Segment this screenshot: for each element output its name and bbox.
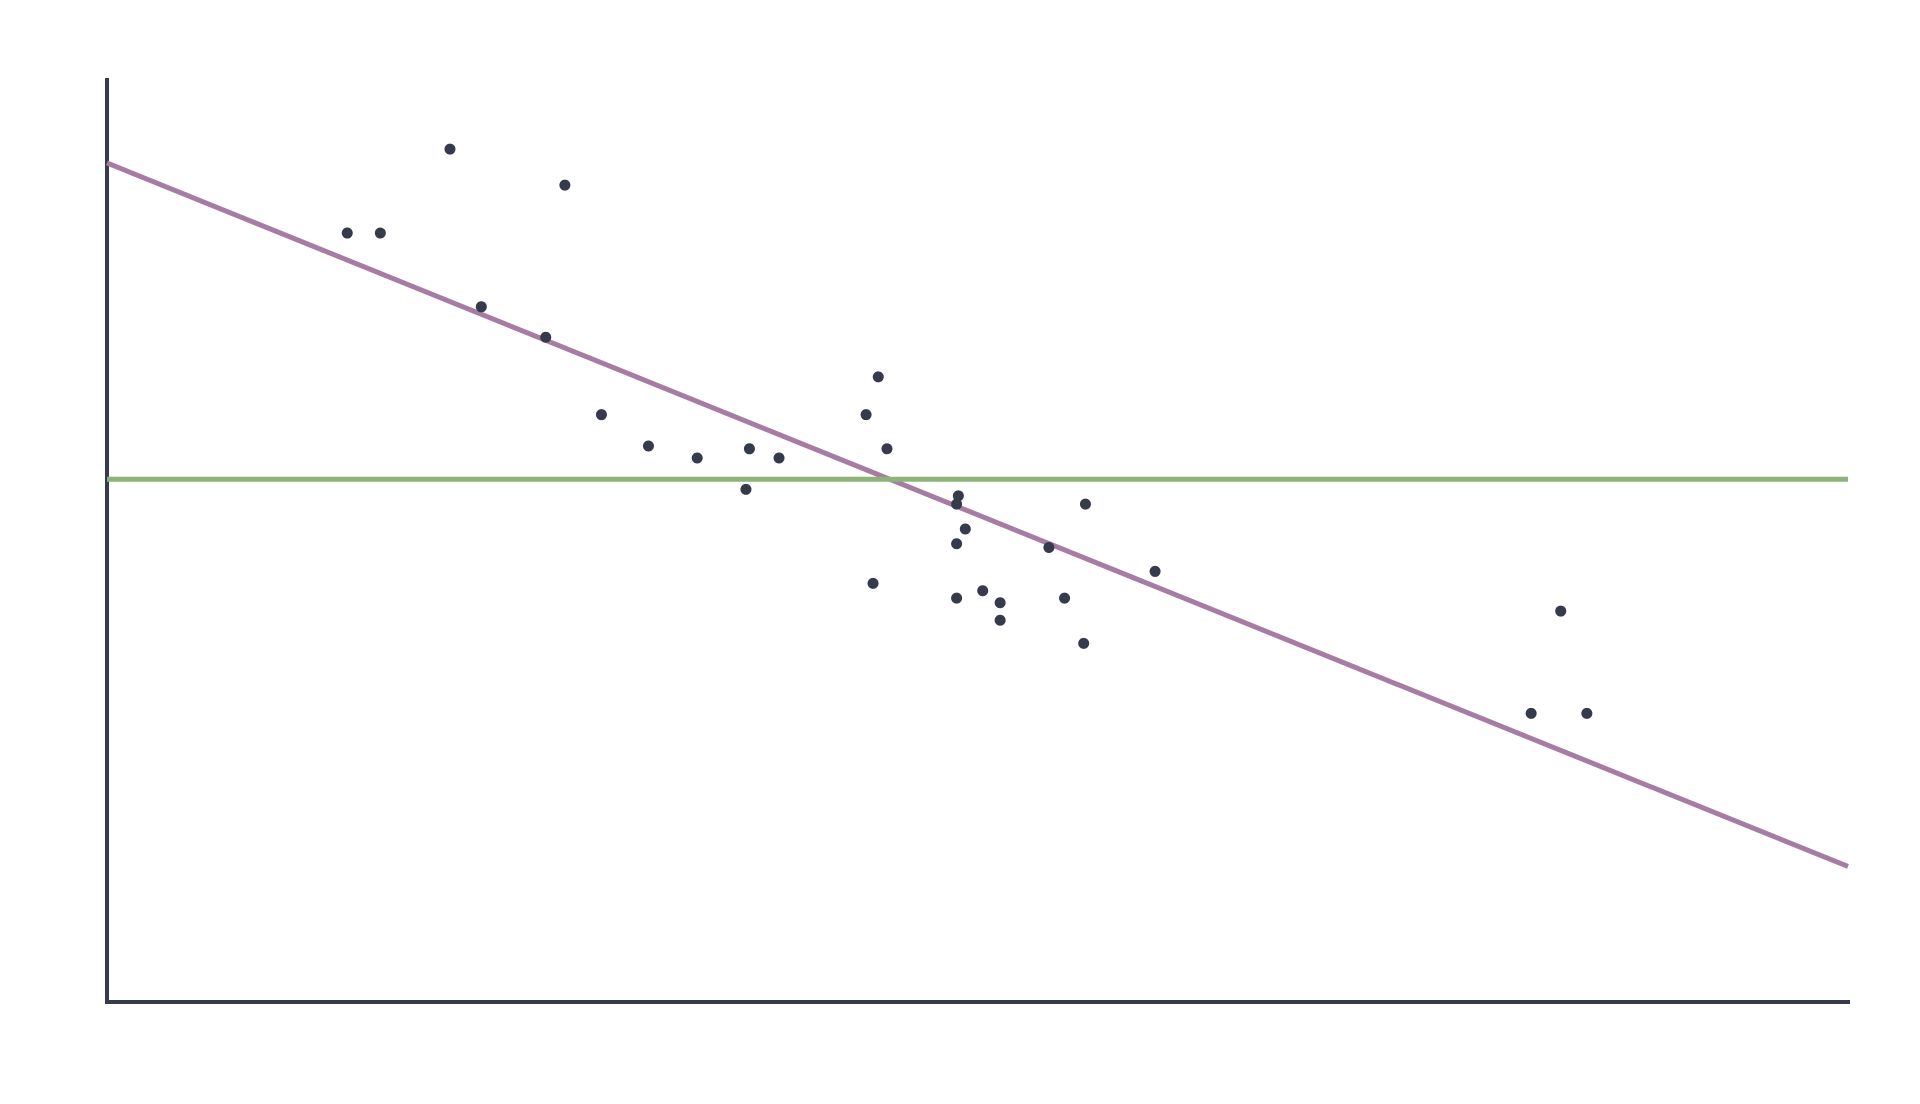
data-point bbox=[743, 443, 755, 455]
data-point bbox=[691, 452, 703, 464]
data-point bbox=[872, 371, 884, 383]
trend-line bbox=[106, 160, 1849, 869]
data-point bbox=[860, 409, 872, 421]
data-points bbox=[341, 143, 1593, 719]
data-point bbox=[1078, 637, 1090, 649]
data-point bbox=[341, 227, 353, 239]
data-point bbox=[642, 440, 654, 452]
data-point bbox=[559, 179, 571, 191]
data-point bbox=[444, 143, 456, 155]
data-point bbox=[994, 614, 1006, 626]
data-point bbox=[977, 585, 989, 597]
data-point bbox=[540, 331, 552, 343]
data-point bbox=[1525, 707, 1537, 719]
reference-lines bbox=[106, 160, 1849, 869]
data-point bbox=[951, 538, 963, 550]
data-point bbox=[1555, 605, 1567, 617]
data-point bbox=[951, 498, 963, 510]
data-point bbox=[952, 490, 964, 502]
data-point bbox=[1581, 707, 1593, 719]
data-point bbox=[740, 483, 752, 495]
data-point bbox=[959, 523, 971, 535]
data-point bbox=[773, 452, 785, 464]
data-point bbox=[1079, 498, 1091, 510]
data-point bbox=[867, 577, 879, 589]
data-point bbox=[881, 443, 893, 455]
data-point bbox=[475, 301, 487, 313]
data-point bbox=[595, 409, 607, 421]
data-point bbox=[951, 592, 963, 604]
data-point bbox=[1043, 541, 1055, 553]
data-point bbox=[994, 597, 1006, 609]
data-point bbox=[1059, 592, 1071, 604]
data-point bbox=[374, 227, 386, 239]
data-point bbox=[1149, 565, 1161, 577]
